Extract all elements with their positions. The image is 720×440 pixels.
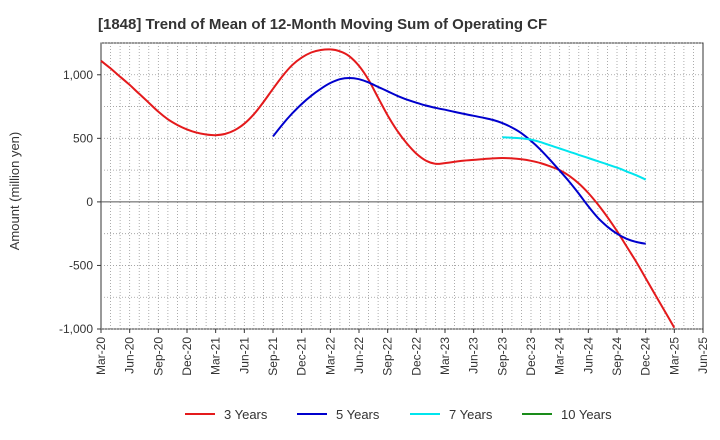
y-axis-label: Amount (million yen) <box>7 132 22 251</box>
y-axis-ticks: -1,000 -500 0 500 1,000 <box>59 68 101 336</box>
legend-label: 5 Years <box>336 407 380 422</box>
legend-item-3-years: 3 Years <box>185 407 268 422</box>
x-tick-label: Sep-21 <box>266 337 280 376</box>
y-tick-label: 1,000 <box>63 68 93 82</box>
x-tick-label: Dec-23 <box>524 337 538 376</box>
plot-area <box>100 42 704 330</box>
legend-item-5-years: 5 Years <box>297 407 380 422</box>
x-tick-label: Dec-22 <box>409 337 423 376</box>
y-tick-label: -1,000 <box>59 322 93 336</box>
legend-label: 7 Years <box>449 407 493 422</box>
x-axis-ticks: Mar-20 Jun-20 Sep-20 Dec-20 Mar-21 Jun-21 Sep-… <box>94 329 710 376</box>
x-tick-label: Dec-21 <box>295 337 309 376</box>
chart-title: [1848] Trend of Mean of 12-Month Moving … <box>98 16 547 33</box>
legend: 3 Years 5 Years 7 Years 10 Years <box>185 407 612 422</box>
series-line-5-years <box>272 77 646 245</box>
x-tick-label: Mar-20 <box>94 337 108 375</box>
x-tick-label: Sep-24 <box>610 337 624 376</box>
series-line-3-years <box>100 48 676 329</box>
x-tick-label: Jun-21 <box>237 337 251 374</box>
x-tick-label: Jun-23 <box>467 337 481 374</box>
x-tick-label: Sep-22 <box>381 337 395 376</box>
x-tick-label: Mar-24 <box>553 337 567 375</box>
x-tick-label: Sep-20 <box>151 337 165 376</box>
x-tick-label: Dec-24 <box>639 337 653 376</box>
plot-frame <box>100 42 704 330</box>
x-tick-label: Mar-22 <box>323 337 337 375</box>
legend-label: 3 Years <box>224 407 268 422</box>
y-tick-label: 500 <box>73 131 93 145</box>
y-tick-label: 0 <box>86 195 93 209</box>
legend-label: 10 Years <box>561 407 612 422</box>
series-line-7-years <box>502 136 647 181</box>
grid <box>101 42 703 330</box>
legend-item-7-years: 7 Years <box>410 407 493 422</box>
x-tick-label: Jun-22 <box>352 337 366 374</box>
x-tick-label: Jun-25 <box>696 337 710 374</box>
x-tick-label: Mar-25 <box>667 337 681 375</box>
x-tick-label: Mar-23 <box>438 337 452 375</box>
x-tick-label: Jun-20 <box>123 337 137 374</box>
legend-item-10-years: 10 Years <box>522 407 612 422</box>
y-tick-label: -500 <box>69 258 93 272</box>
x-tick-label: Dec-20 <box>180 337 194 376</box>
series-lines <box>100 48 676 329</box>
x-tick-label: Jun-24 <box>581 337 595 374</box>
x-tick-label: Mar-21 <box>209 337 223 375</box>
x-tick-label: Sep-23 <box>495 337 509 376</box>
